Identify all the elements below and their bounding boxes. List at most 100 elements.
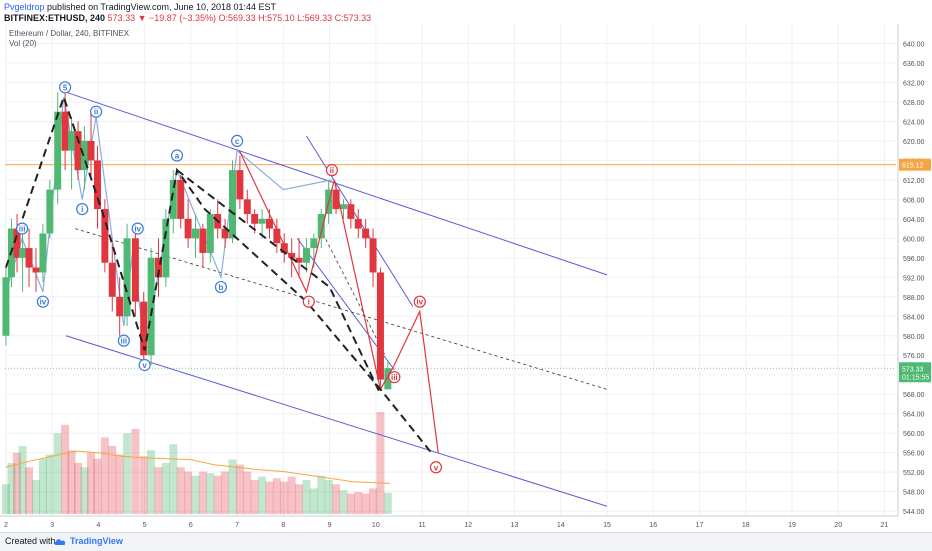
wave-label: iv	[413, 295, 426, 308]
price-tick-label: 636.00	[903, 61, 925, 68]
candle-down	[93, 160, 101, 210]
wave-label-circle	[413, 295, 426, 308]
wave-label: iv	[131, 222, 144, 235]
candle-down	[362, 228, 370, 239]
volume-bar	[383, 492, 392, 514]
wave-label: iii	[16, 222, 29, 235]
wave-label-text: iv	[40, 298, 47, 307]
wave-label: v	[138, 358, 151, 372]
wave-label: i	[302, 295, 315, 308]
volume-bar	[100, 437, 109, 514]
price-axis-background	[898, 24, 932, 532]
candle-down	[101, 209, 109, 263]
volume-bar	[376, 412, 385, 514]
candle-up	[339, 204, 347, 210]
candle-down	[273, 228, 281, 244]
price-tick-label: 624.00	[903, 119, 925, 126]
candle-down	[108, 262, 116, 297]
price-tick-label: 608.00	[903, 197, 925, 204]
wave-label: 5	[59, 81, 72, 94]
time-tick-label: 8	[281, 522, 285, 529]
symbol-info: BITFINEX:ETHUSD, 240 573.33 ▼ −19.87 (−3…	[4, 13, 371, 23]
volume-bar	[369, 488, 378, 514]
volume-bar	[115, 454, 124, 514]
wave-label-circle	[302, 295, 315, 308]
volume-bar	[80, 467, 89, 514]
wave-label-text: ii	[330, 166, 334, 175]
time-tick-label: 5	[143, 522, 147, 529]
volume-legend: Vol (20)	[9, 39, 37, 48]
tradingview-brand[interactable]: TradingView	[70, 536, 123, 546]
volume-bar	[18, 446, 27, 514]
wave-label-text: iii	[19, 225, 26, 234]
candle-down	[376, 272, 384, 380]
volume-bar	[45, 454, 54, 514]
volume-bar	[87, 452, 96, 514]
volume-bar	[235, 464, 244, 514]
candle-up	[258, 218, 266, 224]
price-tick-label: 548.00	[903, 490, 925, 497]
time-tick-label: 9	[328, 522, 332, 529]
wave-label-text: iii	[120, 337, 127, 346]
wave-label-text: iv	[416, 298, 423, 307]
candle-down	[74, 131, 82, 171]
created-with-text: Created with	[5, 536, 56, 546]
wave-label-text: b	[218, 283, 223, 292]
candle-up	[191, 228, 199, 239]
volume-bar	[108, 446, 117, 514]
volume-bar	[250, 480, 259, 514]
time-tick-label: 20	[834, 522, 842, 529]
candle-up	[147, 257, 155, 356]
wave-label-circle	[214, 280, 228, 294]
price-tick-label: 564.00	[903, 412, 925, 419]
wave-label: b	[214, 280, 228, 294]
wave-label: iii	[117, 334, 130, 347]
candle-down	[184, 218, 192, 239]
volume-bar	[213, 475, 222, 514]
volume-bar	[67, 450, 76, 514]
candle-down	[116, 296, 124, 317]
last-price-label: 573.33	[902, 366, 924, 373]
time-tick-label: 19	[788, 522, 796, 529]
wave-label-circle	[138, 358, 151, 372]
wave-label: v	[429, 461, 443, 474]
wave-label: iv	[36, 295, 50, 308]
wave-label-circle	[16, 222, 29, 235]
wave-label-text: v	[142, 361, 147, 370]
wave-label-circle	[59, 81, 72, 94]
wave-label-text: iv	[134, 225, 141, 234]
wave-label-text: iii	[391, 373, 398, 382]
footer-bar: Created with TradingView	[0, 532, 932, 551]
time-tick-label: 4	[96, 522, 100, 529]
tradingview-logo-icon	[54, 539, 66, 545]
wave-label-circle	[388, 371, 401, 384]
wave-label-circle	[36, 295, 50, 308]
volume-bar	[332, 484, 341, 514]
volume-bar	[53, 433, 62, 514]
volume-bar	[287, 476, 296, 514]
price-tag	[899, 158, 931, 171]
publish-info: Pvgeldrop published on TradingView.com, …	[4, 2, 276, 12]
channel-line	[65, 335, 608, 507]
volume-bar	[295, 484, 304, 514]
volume-bar	[339, 490, 348, 514]
volume-bar	[272, 478, 281, 514]
author-link[interactable]: Pvgeldrop	[4, 2, 45, 12]
volume-ma-line	[5, 450, 390, 484]
symbol-text: BITFINEX:ETHUSD, 240	[4, 13, 106, 23]
volume-bar	[302, 480, 311, 514]
wave-label-text: c	[235, 137, 240, 146]
price-tick-label: 620.00	[903, 139, 925, 146]
volume-bar	[346, 493, 355, 514]
candle-up	[302, 248, 310, 263]
volume-bar	[38, 458, 47, 514]
candle-down	[288, 252, 296, 258]
time-tick-label: 2	[4, 522, 8, 529]
volume-bar	[184, 471, 193, 514]
price-tick-label: 576.00	[903, 353, 925, 360]
time-tick-label: 10	[372, 522, 380, 529]
price-tick-label: 580.00	[903, 334, 925, 341]
volume-bar	[198, 471, 207, 514]
price-tick-label: 600.00	[903, 236, 925, 243]
